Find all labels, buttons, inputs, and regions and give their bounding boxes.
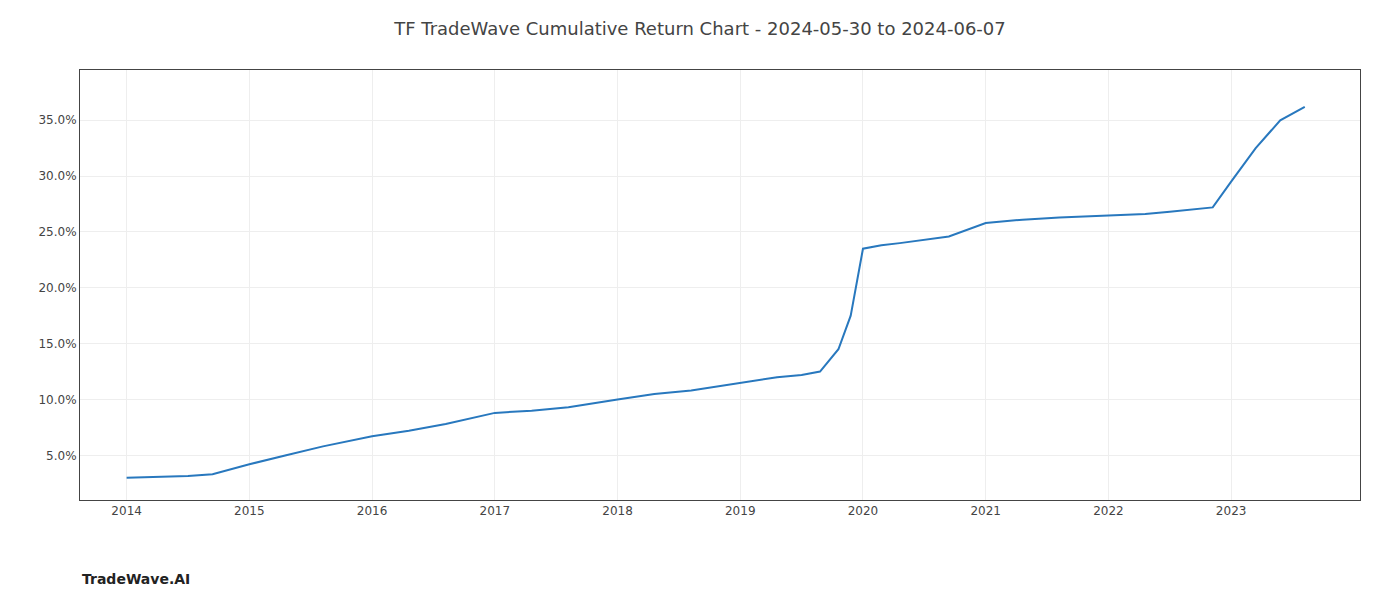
svg-text:2019: 2019 — [725, 504, 756, 518]
svg-text:2016: 2016 — [357, 504, 388, 518]
svg-text:5.0%: 5.0% — [46, 449, 77, 463]
svg-text:TradeWave.AI: TradeWave.AI — [82, 571, 190, 587]
svg-text:TF TradeWave Cumulative Return: TF TradeWave Cumulative Return Chart - 2… — [393, 18, 1006, 39]
svg-text:2014: 2014 — [111, 504, 142, 518]
svg-text:20.0%: 20.0% — [38, 281, 76, 295]
svg-text:2022: 2022 — [1093, 504, 1124, 518]
svg-text:30.0%: 30.0% — [38, 169, 76, 183]
svg-text:2020: 2020 — [848, 504, 879, 518]
svg-text:2015: 2015 — [234, 504, 265, 518]
svg-text:35.0%: 35.0% — [38, 113, 76, 127]
svg-text:15.0%: 15.0% — [38, 337, 76, 351]
svg-text:10.0%: 10.0% — [38, 393, 76, 407]
svg-text:2023: 2023 — [1216, 504, 1247, 518]
svg-text:2017: 2017 — [480, 504, 511, 518]
svg-text:2018: 2018 — [602, 504, 633, 518]
svg-text:25.0%: 25.0% — [38, 225, 76, 239]
svg-text:2021: 2021 — [970, 504, 1001, 518]
